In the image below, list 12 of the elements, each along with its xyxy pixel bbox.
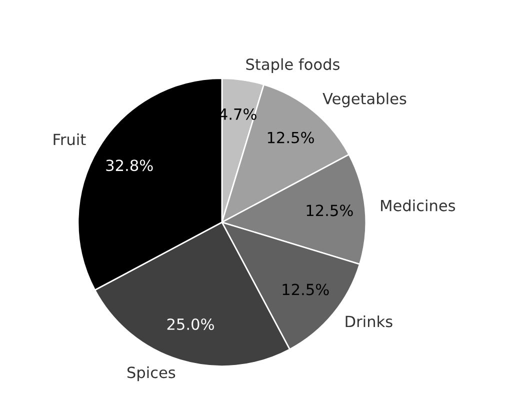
slice-label: Medicines xyxy=(381,199,456,212)
data-label: 12.5% xyxy=(306,204,353,216)
data-label: 32.8% xyxy=(106,160,153,172)
data-label: 12.5% xyxy=(268,132,314,144)
slice-label: Vegetables xyxy=(322,92,406,108)
slice-label: Fruit xyxy=(54,133,86,146)
data-label: 12.5% xyxy=(282,284,329,296)
data-label: 25.0% xyxy=(167,318,214,330)
slice-label: Staple foods xyxy=(246,58,340,74)
slice-label: Spices xyxy=(127,366,176,382)
slice-label: Drinks xyxy=(346,315,392,328)
data-label: 4.7% xyxy=(219,108,256,120)
